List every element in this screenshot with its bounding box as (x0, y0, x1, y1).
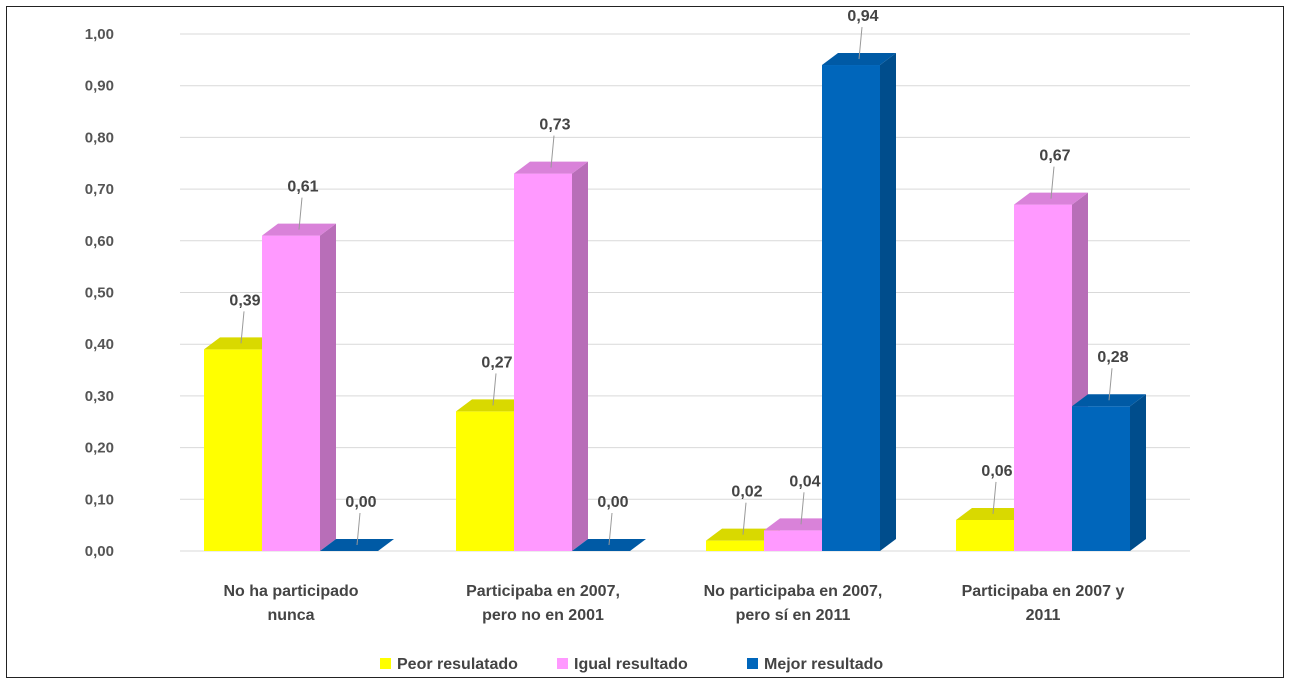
y-tick-label: 0,80 (85, 129, 114, 146)
data-label: 0,27 (481, 354, 512, 371)
leader-line (492, 373, 497, 406)
bar-front (1072, 406, 1130, 551)
legend-item: Mejor resultado (747, 656, 883, 673)
y-tick-label: 1,00 (85, 26, 114, 43)
y-tick-label: 0,30 (85, 388, 114, 405)
leader-line (742, 502, 747, 535)
data-label: 0,94 (847, 8, 878, 25)
legend-item: Igual resultado (557, 656, 688, 673)
leader-line (992, 481, 997, 515)
y-tick-label: 0,50 (85, 285, 114, 302)
y-tick-label: 0,10 (85, 491, 114, 508)
bar-front (956, 519, 1014, 551)
data-label: 0,67 (1039, 148, 1070, 165)
bar-front (822, 65, 880, 552)
bar-front (262, 235, 320, 551)
x-axis-categories: No ha participado nunca Participaba en 200… (223, 583, 1124, 624)
leader-line (800, 492, 805, 525)
legend: Peor resulatado Igual resultado Mejor resu… (380, 656, 883, 673)
bar-side (1130, 394, 1146, 551)
legend-label: Peor resulatado (397, 656, 518, 673)
leader-line (858, 26, 863, 60)
category-label: No ha participado nunca (223, 583, 358, 624)
y-tick-label: 0,70 (85, 181, 114, 198)
legend-swatch (380, 658, 391, 669)
bar-front (204, 349, 262, 551)
category-label: Participaba en 2007, pero no en 2001 (466, 583, 620, 624)
bar-side (572, 161, 588, 551)
y-tick-label: 0,00 (85, 543, 114, 560)
bar-side (320, 223, 336, 551)
leader-line (608, 512, 613, 546)
bar (1072, 394, 1146, 551)
bars (204, 53, 1146, 552)
category-label: Participaba en 2007 y 2011 (962, 583, 1125, 624)
bar (514, 161, 588, 551)
data-label: 0,61 (287, 179, 318, 196)
y-tick-label: 0,60 (85, 233, 114, 250)
leader-line (1050, 166, 1055, 199)
bar (822, 53, 896, 552)
legend-label: Igual resultado (574, 656, 688, 673)
data-label: 0,02 (731, 484, 762, 501)
data-label: 0,73 (539, 117, 570, 134)
data-labels: 0,39 0,27 0,02 0,06 0,61 0,73 0,04 0,67 0,00 0,00… (229, 8, 1129, 546)
data-label: 0,06 (981, 463, 1012, 480)
y-axis-ticks: 0,00 0,10 0,20 0,30 0,40 0,50 0,60 0,70 0,80 0,90… (85, 26, 114, 560)
legend-label: Mejor resultado (764, 656, 883, 673)
bar (262, 223, 336, 551)
leader-line (356, 512, 361, 546)
data-label: 0,04 (789, 473, 820, 490)
legend-swatch (557, 658, 568, 669)
y-tick-label: 0,90 (85, 78, 114, 95)
y-tick-label: 0,20 (85, 440, 114, 457)
leader-line (240, 311, 245, 344)
y-tick-label: 0,40 (85, 336, 114, 353)
legend-swatch (747, 658, 758, 669)
data-label: 0,28 (1097, 349, 1128, 366)
data-label: 0,39 (229, 292, 260, 309)
legend-item: Peor resulatado (380, 656, 518, 673)
bar-front (764, 530, 822, 551)
leader-line (298, 197, 303, 230)
leader-line (550, 135, 555, 168)
leader-line (1108, 368, 1113, 401)
bar-front (1014, 204, 1072, 552)
category-label: No participaba en 2007, pero sí en 2011 (704, 583, 883, 624)
data-label: 0,00 (345, 494, 376, 511)
bar-front (456, 411, 514, 551)
bar-side (880, 53, 896, 552)
bar-front (706, 540, 764, 551)
data-label: 0,00 (597, 494, 628, 511)
bar-front (514, 173, 572, 551)
